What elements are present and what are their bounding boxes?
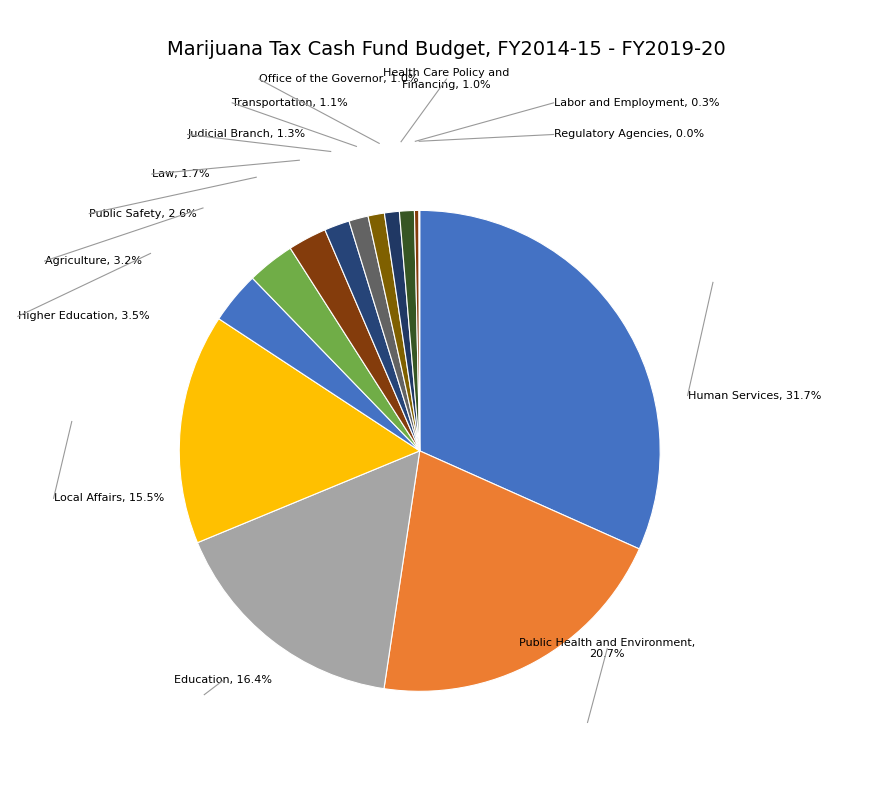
Wedge shape	[325, 221, 420, 451]
Text: Labor and Employment, 0.3%: Labor and Employment, 0.3%	[554, 98, 719, 108]
Text: Office of the Governor, 1.0%: Office of the Governor, 1.0%	[259, 74, 419, 84]
Text: Education, 16.4%: Education, 16.4%	[174, 676, 272, 685]
Wedge shape	[197, 451, 420, 689]
Wedge shape	[399, 210, 420, 451]
Wedge shape	[384, 211, 420, 451]
Wedge shape	[179, 319, 420, 543]
Text: Judicial Branch, 1.3%: Judicial Branch, 1.3%	[188, 130, 305, 139]
Text: Local Affairs, 15.5%: Local Affairs, 15.5%	[54, 494, 163, 503]
Text: Transportation, 1.1%: Transportation, 1.1%	[232, 98, 348, 108]
Wedge shape	[368, 213, 420, 451]
Text: Human Services, 31.7%: Human Services, 31.7%	[688, 391, 821, 400]
Text: Health Care Policy and
Financing, 1.0%: Health Care Policy and Financing, 1.0%	[383, 68, 510, 90]
Wedge shape	[384, 451, 639, 691]
Text: Public Health and Environment,
20.7%: Public Health and Environment, 20.7%	[519, 638, 696, 660]
Text: Agriculture, 3.2%: Agriculture, 3.2%	[45, 256, 142, 266]
Wedge shape	[219, 278, 420, 451]
Text: Law, 1.7%: Law, 1.7%	[152, 169, 210, 179]
Wedge shape	[349, 216, 420, 451]
Wedge shape	[253, 248, 420, 451]
Text: Public Safety, 2.6%: Public Safety, 2.6%	[89, 209, 197, 218]
Text: Higher Education, 3.5%: Higher Education, 3.5%	[18, 312, 149, 321]
Text: Regulatory Agencies, 0.0%: Regulatory Agencies, 0.0%	[554, 130, 704, 139]
Wedge shape	[414, 210, 420, 451]
Wedge shape	[290, 230, 420, 451]
Text: Marijuana Tax Cash Fund Budget, FY2014-15 - FY2019-20: Marijuana Tax Cash Fund Budget, FY2014-1…	[167, 40, 726, 59]
Wedge shape	[420, 210, 660, 549]
